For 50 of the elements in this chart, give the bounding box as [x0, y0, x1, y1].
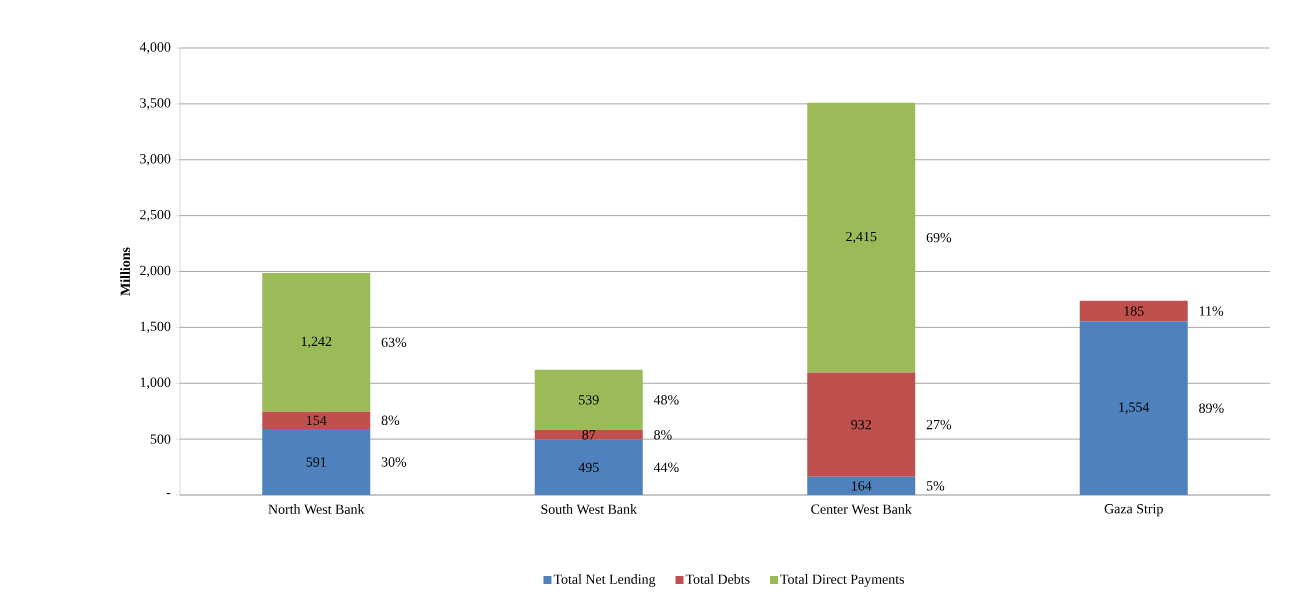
bar [807, 372, 916, 477]
x-tick-label: North West Bank [268, 504, 365, 514]
x-tick-label: Gaza Strip [1104, 504, 1163, 517]
annotation: 5% [926, 481, 945, 491]
annotation: 27% [926, 419, 952, 430]
annotation: 89% [1199, 403, 1224, 413]
bar [262, 428, 371, 495]
annotation: 44% [653, 462, 679, 473]
bar [534, 439, 643, 495]
annotation: 48% [653, 395, 679, 405]
y-tick-label: - [166, 493, 171, 495]
data-label: 1,554 [1119, 402, 1150, 414]
bar [262, 272, 371, 412]
x-tick-label: South West Bank [541, 504, 637, 514]
bar [1079, 300, 1188, 322]
y-tick-label: 2,000 [140, 265, 171, 278]
data-label: 154 [307, 415, 327, 426]
annotation: 69% [926, 232, 952, 243]
bar [1079, 321, 1188, 495]
annotation: 11% [1199, 306, 1224, 316]
data-label: 591 [306, 457, 326, 467]
bar [262, 411, 371, 429]
data-label: 1,242 [301, 336, 332, 349]
bar [807, 476, 916, 495]
data-label: 2,415 [846, 231, 877, 244]
y-tick-label: 4,000 [139, 42, 171, 54]
y-tick-label: 500 [150, 434, 171, 444]
legend-label: Total Direct Payments [780, 574, 905, 587]
y-tick-label: 2,500 [140, 209, 171, 222]
annotation: 8% [654, 430, 672, 440]
annotation: 8% [381, 415, 400, 426]
y-tick-label: 3,000 [140, 154, 171, 166]
data-label: 87 [582, 430, 596, 440]
y-tick-label: 3,500 [140, 98, 171, 110]
annotation: 63% [381, 337, 407, 348]
legend-label: Total Debts [685, 574, 750, 584]
data-label: 164 [852, 481, 872, 491]
y-axis-title: Millions [120, 247, 131, 296]
bar [534, 429, 643, 440]
data-label: 539 [579, 395, 599, 405]
annotation: 30% [381, 457, 407, 467]
y-tick-label: 1,000 [140, 377, 171, 389]
data-label: 495 [578, 462, 599, 473]
legend-label: Total Net Lending [553, 574, 656, 587]
y-tick-label: 1,500 [140, 321, 171, 334]
bar [807, 102, 916, 373]
x-tick-label: Center West Bank [811, 504, 912, 514]
data-label: 932 [851, 419, 871, 430]
bar [534, 369, 643, 430]
data-label: 185 [1124, 306, 1144, 316]
